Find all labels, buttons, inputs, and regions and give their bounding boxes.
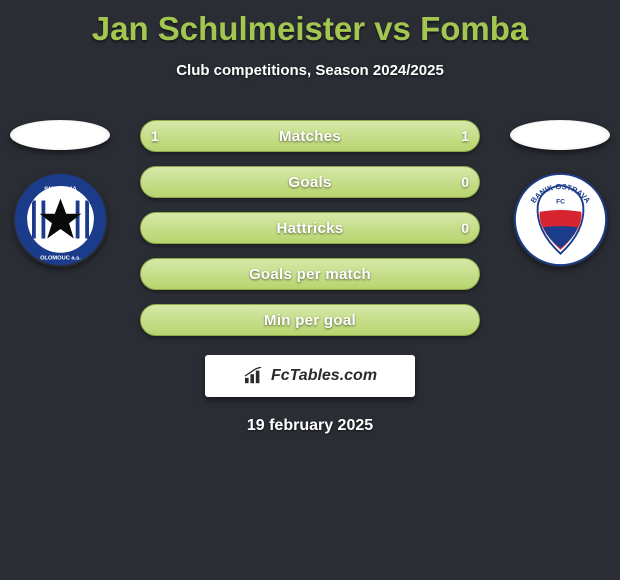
branding-badge[interactable]: FcTables.com — [205, 355, 415, 397]
stat-label: Matches — [279, 128, 341, 145]
svg-text:OLOMOUC a.s.: OLOMOUC a.s. — [40, 255, 81, 261]
stat-row-hattricks: Hattricks 0 — [140, 212, 480, 244]
stat-row-matches: 1 Matches 1 — [140, 120, 480, 152]
stat-left-value: 1 — [151, 121, 159, 151]
sigma-olomouc-crest-icon: SK SIGMA OLOMOUC a.s. — [13, 172, 108, 267]
avatar-left — [10, 120, 110, 150]
date-label: 19 february 2025 — [0, 417, 620, 435]
stats-list: 1 Matches 1 Goals 0 Hattricks 0 Goals pe… — [140, 120, 480, 336]
page-title: Jan Schulmeister vs Fomba — [0, 0, 620, 48]
branding-text: FcTables.com — [271, 367, 377, 385]
banik-ostrava-crest-icon: FC BANIK OSTRAVA — [513, 172, 608, 267]
stat-right-value: 1 — [461, 121, 469, 151]
stat-label: Hattricks — [277, 220, 344, 237]
stat-right-value: 0 — [461, 213, 469, 243]
stat-row-min-per-goal: Min per goal — [140, 304, 480, 336]
crest-left: SK SIGMA OLOMOUC a.s. — [13, 172, 108, 267]
stat-label: Min per goal — [264, 312, 356, 329]
crest-right: FC BANIK OSTRAVA — [513, 172, 608, 267]
avatar-right — [510, 120, 610, 150]
svg-text:FC: FC — [556, 198, 565, 205]
stat-label: Goals per match — [249, 266, 371, 283]
bar-chart-icon — [243, 367, 265, 385]
stat-right-value: 0 — [461, 167, 469, 197]
stat-row-goals: Goals 0 — [140, 166, 480, 198]
subtitle: Club competitions, Season 2024/2025 — [0, 62, 620, 79]
player-left-column: SK SIGMA OLOMOUC a.s. — [0, 120, 120, 267]
stat-row-goals-per-match: Goals per match — [140, 258, 480, 290]
player-right-column: FC BANIK OSTRAVA — [500, 120, 620, 267]
svg-text:SK SIGMA: SK SIGMA — [44, 186, 77, 193]
stat-label: Goals — [288, 174, 331, 191]
